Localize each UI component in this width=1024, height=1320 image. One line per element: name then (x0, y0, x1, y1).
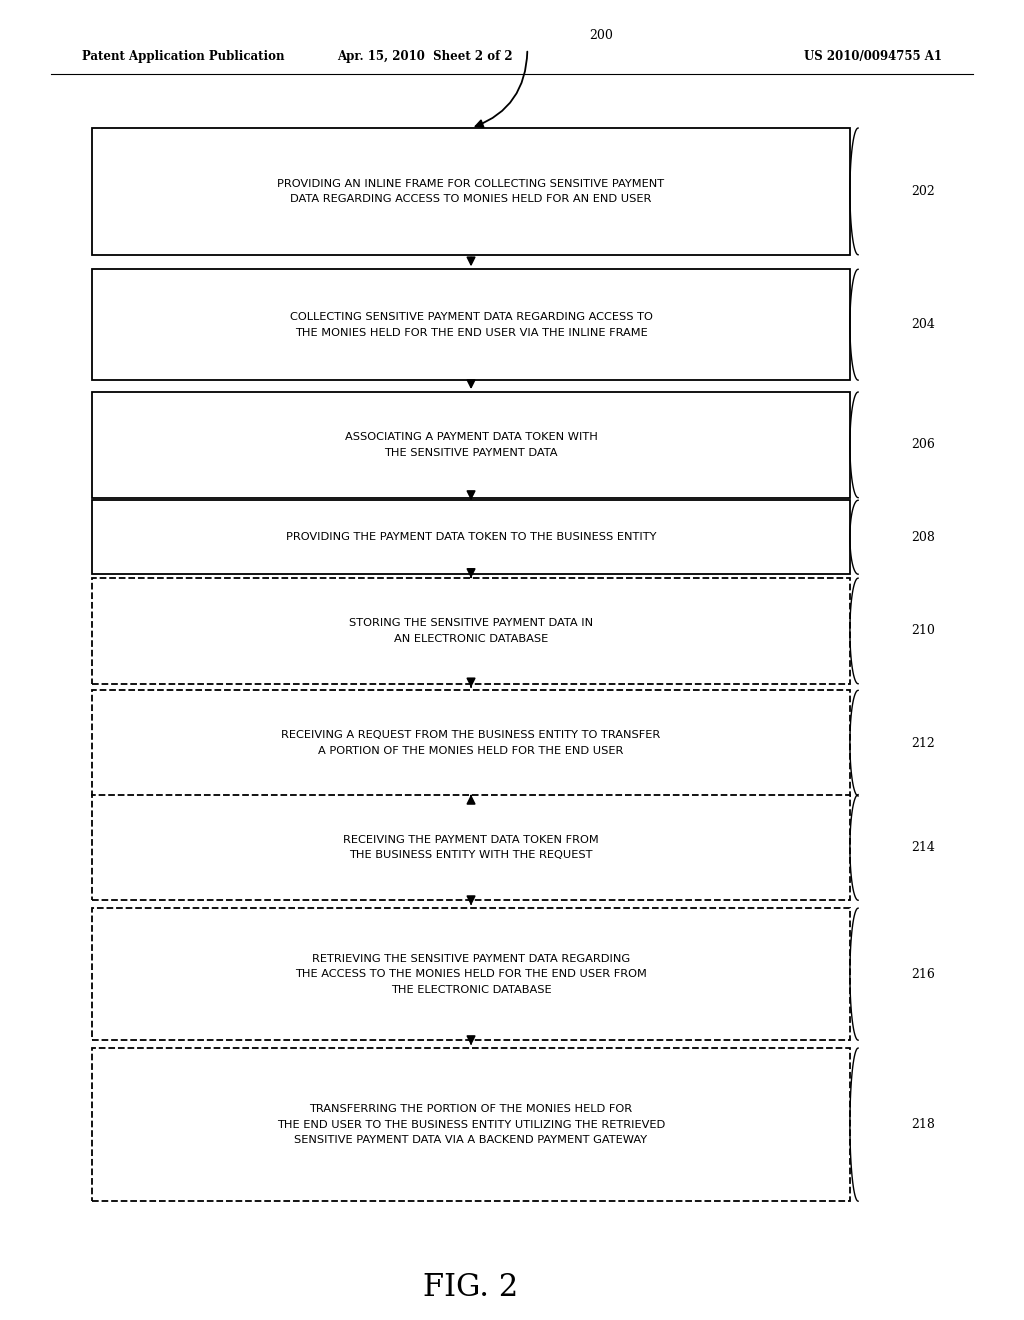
Text: COLLECTING SENSITIVE PAYMENT DATA REGARDING ACCESS TO
THE MONIES HELD FOR THE EN: COLLECTING SENSITIVE PAYMENT DATA REGARD… (290, 312, 652, 338)
FancyBboxPatch shape (92, 128, 850, 255)
FancyBboxPatch shape (92, 1048, 850, 1201)
FancyBboxPatch shape (92, 500, 850, 574)
Text: PROVIDING AN INLINE FRAME FOR COLLECTING SENSITIVE PAYMENT
DATA REGARDING ACCESS: PROVIDING AN INLINE FRAME FOR COLLECTING… (278, 178, 665, 205)
Text: RETRIEVING THE SENSITIVE PAYMENT DATA REGARDING
THE ACCESS TO THE MONIES HELD FO: RETRIEVING THE SENSITIVE PAYMENT DATA RE… (295, 953, 647, 995)
Text: 214: 214 (911, 841, 935, 854)
Text: PROVIDING THE PAYMENT DATA TOKEN TO THE BUSINESS ENTITY: PROVIDING THE PAYMENT DATA TOKEN TO THE … (286, 532, 656, 543)
FancyArrowPatch shape (467, 380, 475, 387)
FancyArrowPatch shape (467, 796, 475, 804)
Text: ASSOCIATING A PAYMENT DATA TOKEN WITH
THE SENSITIVE PAYMENT DATA: ASSOCIATING A PAYMENT DATA TOKEN WITH TH… (345, 432, 597, 458)
FancyArrowPatch shape (467, 569, 475, 577)
Text: RECEIVING A REQUEST FROM THE BUSINESS ENTITY TO TRANSFER
A PORTION OF THE MONIES: RECEIVING A REQUEST FROM THE BUSINESS EN… (282, 730, 660, 756)
Text: 218: 218 (911, 1118, 935, 1131)
Text: 202: 202 (911, 185, 935, 198)
Text: 206: 206 (911, 438, 935, 451)
FancyBboxPatch shape (92, 908, 850, 1040)
FancyArrowPatch shape (467, 678, 475, 686)
Text: FIG. 2: FIG. 2 (423, 1271, 519, 1303)
Text: 212: 212 (911, 737, 935, 750)
Text: STORING THE SENSITIVE PAYMENT DATA IN
AN ELECTRONIC DATABASE: STORING THE SENSITIVE PAYMENT DATA IN AN… (349, 618, 593, 644)
Text: 208: 208 (911, 531, 935, 544)
FancyArrowPatch shape (467, 1036, 475, 1044)
Text: Apr. 15, 2010  Sheet 2 of 2: Apr. 15, 2010 Sheet 2 of 2 (337, 50, 513, 63)
Text: Patent Application Publication: Patent Application Publication (82, 50, 285, 63)
FancyBboxPatch shape (92, 578, 850, 684)
Text: TRANSFERRING THE PORTION OF THE MONIES HELD FOR
THE END USER TO THE BUSINESS ENT: TRANSFERRING THE PORTION OF THE MONIES H… (276, 1104, 666, 1146)
FancyBboxPatch shape (92, 392, 850, 498)
FancyArrowPatch shape (467, 257, 475, 264)
FancyBboxPatch shape (92, 690, 850, 796)
Text: 216: 216 (911, 968, 935, 981)
FancyBboxPatch shape (92, 795, 850, 900)
Text: RECEIVING THE PAYMENT DATA TOKEN FROM
THE BUSINESS ENTITY WITH THE REQUEST: RECEIVING THE PAYMENT DATA TOKEN FROM TH… (343, 834, 599, 861)
Text: US 2010/0094755 A1: US 2010/0094755 A1 (804, 50, 942, 63)
FancyArrowPatch shape (467, 491, 475, 499)
Text: 200: 200 (589, 29, 612, 42)
Text: 204: 204 (911, 318, 935, 331)
FancyArrowPatch shape (467, 896, 475, 904)
FancyBboxPatch shape (92, 269, 850, 380)
Text: 210: 210 (911, 624, 935, 638)
